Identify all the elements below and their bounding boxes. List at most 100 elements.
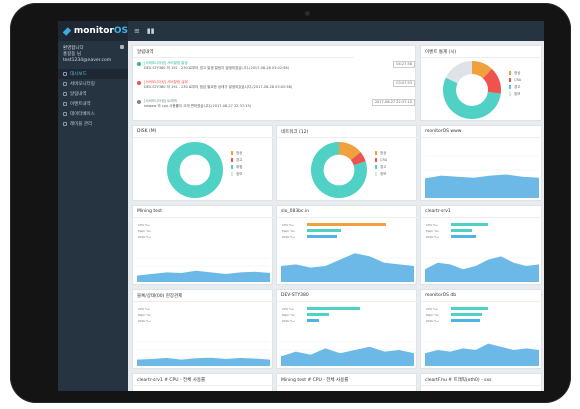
- legend-item: CRA: [509, 77, 521, 84]
- bar-label: DISK %u: [138, 235, 151, 239]
- sidebar-item-2[interactable]: 알림내역: [58, 89, 128, 99]
- bar-fill: [451, 307, 488, 310]
- alarm-body: newaw 의 cpu 사용률이 크게 변하였습니다.(2017-08-27 2…: [144, 103, 252, 108]
- legend-label: 정보: [380, 172, 387, 176]
- donut-slice: [445, 61, 472, 84]
- sidebar-item-0[interactable]: 대시보드: [58, 69, 128, 79]
- status-dot: [137, 62, 141, 66]
- legend-swatch: [231, 151, 233, 155]
- sidebar-item-label: 알림내역: [70, 92, 87, 97]
- legend-item: 정상: [375, 150, 387, 157]
- donut-chart: [443, 61, 501, 119]
- legend-label: 정상: [380, 151, 387, 155]
- alarm-item[interactable]: [서버모니터링] 서버알림 실패 DEV-STY380 의 192 . 230 로…: [137, 80, 415, 89]
- alarm-item[interactable]: [서버모니터링] 트래픽 newaw 의 cpu 사용률이 크게 변하였습니다.(…: [137, 99, 415, 108]
- card-title: 이벤트 통계 (시): [420, 50, 544, 58]
- area-fill: [137, 357, 270, 366]
- sidebar-item-4[interactable]: 데이터베이스: [58, 109, 128, 119]
- server-panel-0: monitorOS www: [420, 125, 544, 201]
- nav-icon: [63, 112, 67, 116]
- bar-label: CPU %u: [282, 223, 294, 227]
- area-fill: [281, 253, 414, 282]
- bar-fill: [307, 229, 342, 232]
- bar-label: CPU %u: [426, 223, 438, 227]
- bar-label: Mem %u: [426, 229, 440, 233]
- card-title: 네트워크 (12): [276, 130, 511, 138]
- legend-label: 정상: [514, 71, 521, 75]
- legend-item: 경고: [375, 164, 387, 171]
- topbar: ≡ ▮▮: [128, 21, 544, 41]
- area-chart: [281, 341, 414, 366]
- legend-item: 정상: [231, 150, 242, 157]
- brand-prefix: monitor: [73, 26, 114, 36]
- legend-item: 정보: [375, 171, 387, 178]
- sidebar-item-1[interactable]: 서버모니터링: [58, 79, 128, 89]
- logo[interactable]: monitor OS: [58, 21, 128, 41]
- card-title: 블록/상태(00) 현장관제: [132, 294, 385, 302]
- legend-label: CRA: [514, 78, 522, 82]
- card-title: Mining test # CPU - 전체 사용률: [276, 378, 544, 386]
- legend-swatch: [375, 165, 377, 169]
- bar-label: DISK %u: [426, 319, 439, 323]
- legend-swatch: [509, 85, 511, 89]
- bar-label: Mem %u: [282, 229, 296, 233]
- card-title: cleartr-srv1 # CPU - 전체 사용률: [132, 378, 406, 386]
- bar-label: CPU %u: [138, 307, 150, 311]
- sidebar-item-5[interactable]: 레이블 관리: [58, 119, 128, 129]
- bar-chart-icon[interactable]: ▮▮: [146, 27, 155, 35]
- legend: 정상 CRA 경고 정보: [509, 70, 521, 98]
- legend-label: 경고: [236, 158, 243, 162]
- alarm-item[interactable]: [서버모니터링] 서버알림 발생 DEV-STY380 의 192 . 230 로…: [137, 61, 415, 70]
- card-title: 알림내역: [133, 50, 348, 58]
- bar-fill: [451, 223, 488, 226]
- bar-label: CPU %u: [282, 307, 294, 311]
- sidebar-item-3[interactable]: 이벤트내역: [58, 99, 128, 109]
- area-chart: [425, 341, 539, 366]
- legend-swatch: [231, 158, 233, 162]
- bar-fill: [451, 319, 480, 322]
- server-panel-6: monitorOS db CPU %u Mem %u DISK %u: [420, 289, 544, 369]
- donut-slice: [339, 142, 361, 161]
- bar-fill: [307, 319, 320, 322]
- hamburger-icon[interactable]: ≡: [134, 27, 140, 35]
- bar-label: Mem %u: [282, 313, 296, 317]
- bar-fill: [307, 313, 330, 316]
- nav-icon: [63, 72, 67, 76]
- donut-slice: [443, 77, 501, 119]
- legend: 정상 경고 위험 정보: [231, 150, 242, 178]
- area-chart: [425, 155, 539, 198]
- legend-item: 경고: [231, 157, 242, 164]
- disk-card: DISK (M) 정상 경고 위험 정보: [132, 125, 362, 201]
- bar-label: DISK %u: [426, 235, 439, 239]
- sidebar-item-label: 서버모니터링: [70, 82, 95, 87]
- alarm-head: [서버모니터링] 트래픽: [144, 99, 177, 103]
- sidebar-item-label: 대시보드: [70, 72, 87, 77]
- user-email: test1234@naver.com: [63, 58, 112, 63]
- bar-label: DISK %u: [282, 319, 295, 323]
- donut-slice: [482, 68, 501, 94]
- bar-fill: [451, 235, 476, 238]
- nav-icon: [63, 92, 67, 96]
- alarm-time: 2017-08-27 22:37:15: [371, 99, 415, 106]
- card-title: DISK (M): [132, 129, 362, 138]
- alarm-body: DEV-STY380 의 192 . 230 로부터 점검 필요한 상태가 발생…: [144, 84, 293, 89]
- legend-swatch: [509, 78, 511, 82]
- bell-icon[interactable]: [120, 45, 124, 49]
- donut-chart: [311, 142, 367, 198]
- sidebar-item-label: 데이터베이스: [70, 112, 95, 117]
- bar-label: CPU %u: [138, 223, 150, 227]
- area-chart: [137, 390, 270, 391]
- bar-label: Mem %u: [138, 229, 152, 233]
- status-dot: [137, 100, 141, 104]
- legend-label: 경고: [380, 165, 387, 169]
- bar-fill: [307, 223, 386, 226]
- nav-icon: [63, 82, 67, 86]
- server-panel-1: Mining test CPU %u Mem %u DISK %u: [132, 205, 363, 285]
- status-dot: [137, 81, 141, 85]
- bar-fill: [307, 307, 360, 310]
- legend-swatch: [509, 92, 511, 96]
- server-panel-3: cleartr-srv1 CPU %u Mem %u DISK %u: [420, 205, 544, 285]
- sidebar-item-label: 이벤트내역: [70, 102, 91, 107]
- server-panel-7: cleartr-srv1 # CPU - 전체 사용률: [132, 373, 406, 391]
